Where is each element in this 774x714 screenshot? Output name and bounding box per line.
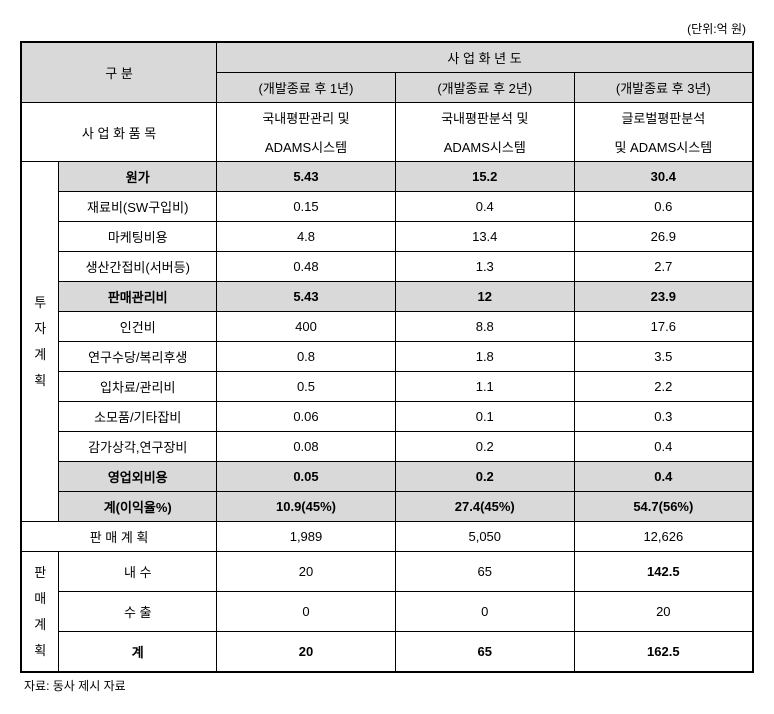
sales-plan-y3: 12,626	[574, 522, 753, 552]
row-deprec-y2: 0.2	[395, 432, 574, 462]
row-cost-label: 원가	[59, 162, 217, 192]
row-sga-y1: 5.43	[217, 282, 396, 312]
row-admin-y3: 2.2	[574, 372, 753, 402]
sales-export-y1: 0	[217, 592, 396, 632]
row-material-y1: 0.15	[217, 192, 396, 222]
product-label: 사 업 화 품 목	[21, 103, 217, 162]
sales-total-y2: 65	[395, 632, 574, 673]
row-deprec-y3: 0.4	[574, 432, 753, 462]
sales-sidelabel: 판 매 계 획	[21, 552, 59, 673]
row-total-label: 계(이익율%)	[59, 492, 217, 522]
row-marketing-y2: 13.4	[395, 222, 574, 252]
invest-char-3: 획	[34, 373, 46, 388]
row-marketing-y3: 26.9	[574, 222, 753, 252]
invest-char-1: 자	[34, 321, 46, 336]
source-label: 자료: 동사 제시 자료	[20, 677, 754, 694]
row-labor-y1: 400	[217, 312, 396, 342]
product-y3a: 글로벌평판분석	[574, 103, 753, 133]
row-labor-label: 인건비	[59, 312, 217, 342]
row-welfare-y3: 3.5	[574, 342, 753, 372]
sales-domestic-y2: 65	[395, 552, 574, 592]
header-y2: (개발종료 후 2년)	[395, 73, 574, 103]
row-nonop-y1: 0.05	[217, 462, 396, 492]
row-nonop-y2: 0.2	[395, 462, 574, 492]
product-y1a: 국내평판관리 및	[217, 103, 396, 133]
sales-domestic-y1: 20	[217, 552, 396, 592]
row-marketing-label: 마케팅비용	[59, 222, 217, 252]
row-cost-y3: 30.4	[574, 162, 753, 192]
row-total-y3: 54.7(56%)	[574, 492, 753, 522]
row-indirect-label: 생산간접비(서버등)	[59, 252, 217, 282]
row-admin-y2: 1.1	[395, 372, 574, 402]
invest-plan-sidelabel: 투 자 계 획	[21, 162, 59, 522]
row-marketing-y1: 4.8	[217, 222, 396, 252]
sales-total-y3: 162.5	[574, 632, 753, 673]
row-admin-y1: 0.5	[217, 372, 396, 402]
unit-label: (단위:억 원)	[20, 20, 754, 37]
sales-domestic-y3: 142.5	[574, 552, 753, 592]
row-supplies-y3: 0.3	[574, 402, 753, 432]
row-cost-y1: 5.43	[217, 162, 396, 192]
row-welfare-label: 연구수당/복리후생	[59, 342, 217, 372]
sales-plan-y1: 1,989	[217, 522, 396, 552]
sales-char-2: 계	[34, 617, 46, 632]
row-material-label: 재료비(SW구입비)	[59, 192, 217, 222]
sales-char-0: 판	[34, 565, 46, 580]
row-indirect-y3: 2.7	[574, 252, 753, 282]
row-supplies-y1: 0.06	[217, 402, 396, 432]
row-admin-label: 입차료/관리비	[59, 372, 217, 402]
sales-export-y3: 20	[574, 592, 753, 632]
row-sga-label: 판매관리비	[59, 282, 217, 312]
row-supplies-label: 소모품/기타잡비	[59, 402, 217, 432]
row-welfare-y1: 0.8	[217, 342, 396, 372]
row-sga-y2: 12	[395, 282, 574, 312]
row-total-y1: 10.9(45%)	[217, 492, 396, 522]
header-year-title: 사 업 화 년 도	[217, 42, 753, 73]
row-material-y3: 0.6	[574, 192, 753, 222]
sales-export-y2: 0	[395, 592, 574, 632]
row-labor-y2: 8.8	[395, 312, 574, 342]
header-y1: (개발종료 후 1년)	[217, 73, 396, 103]
sales-plan-label: 판 매 계 획	[21, 522, 217, 552]
row-deprec-y1: 0.08	[217, 432, 396, 462]
header-gubun: 구 분	[21, 42, 217, 103]
product-y2b: ADAMS시스템	[395, 132, 574, 162]
sales-total-label: 계	[59, 632, 217, 673]
row-supplies-y2: 0.1	[395, 402, 574, 432]
invest-char-2: 계	[34, 347, 46, 362]
sales-export-label: 수 출	[59, 592, 217, 632]
sales-total-y1: 20	[217, 632, 396, 673]
product-y2a: 국내평판분석 및	[395, 103, 574, 133]
row-total-y2: 27.4(45%)	[395, 492, 574, 522]
row-material-y2: 0.4	[395, 192, 574, 222]
product-y3b: 및 ADAMS시스템	[574, 132, 753, 162]
product-y1b: ADAMS시스템	[217, 132, 396, 162]
sales-char-3: 획	[34, 643, 46, 658]
row-nonop-y3: 0.4	[574, 462, 753, 492]
header-y3: (개발종료 후 3년)	[574, 73, 753, 103]
row-indirect-y1: 0.48	[217, 252, 396, 282]
row-sga-y3: 23.9	[574, 282, 753, 312]
row-indirect-y2: 1.3	[395, 252, 574, 282]
sales-plan-y2: 5,050	[395, 522, 574, 552]
row-welfare-y2: 1.8	[395, 342, 574, 372]
financial-table: 구 분 사 업 화 년 도 (개발종료 후 1년) (개발종료 후 2년) (개…	[20, 41, 754, 673]
row-labor-y3: 17.6	[574, 312, 753, 342]
sales-char-1: 매	[34, 591, 46, 606]
row-cost-y2: 15.2	[395, 162, 574, 192]
invest-char-0: 투	[34, 295, 46, 310]
row-deprec-label: 감가상각,연구장비	[59, 432, 217, 462]
row-nonop-label: 영업외비용	[59, 462, 217, 492]
sales-domestic-label: 내 수	[59, 552, 217, 592]
